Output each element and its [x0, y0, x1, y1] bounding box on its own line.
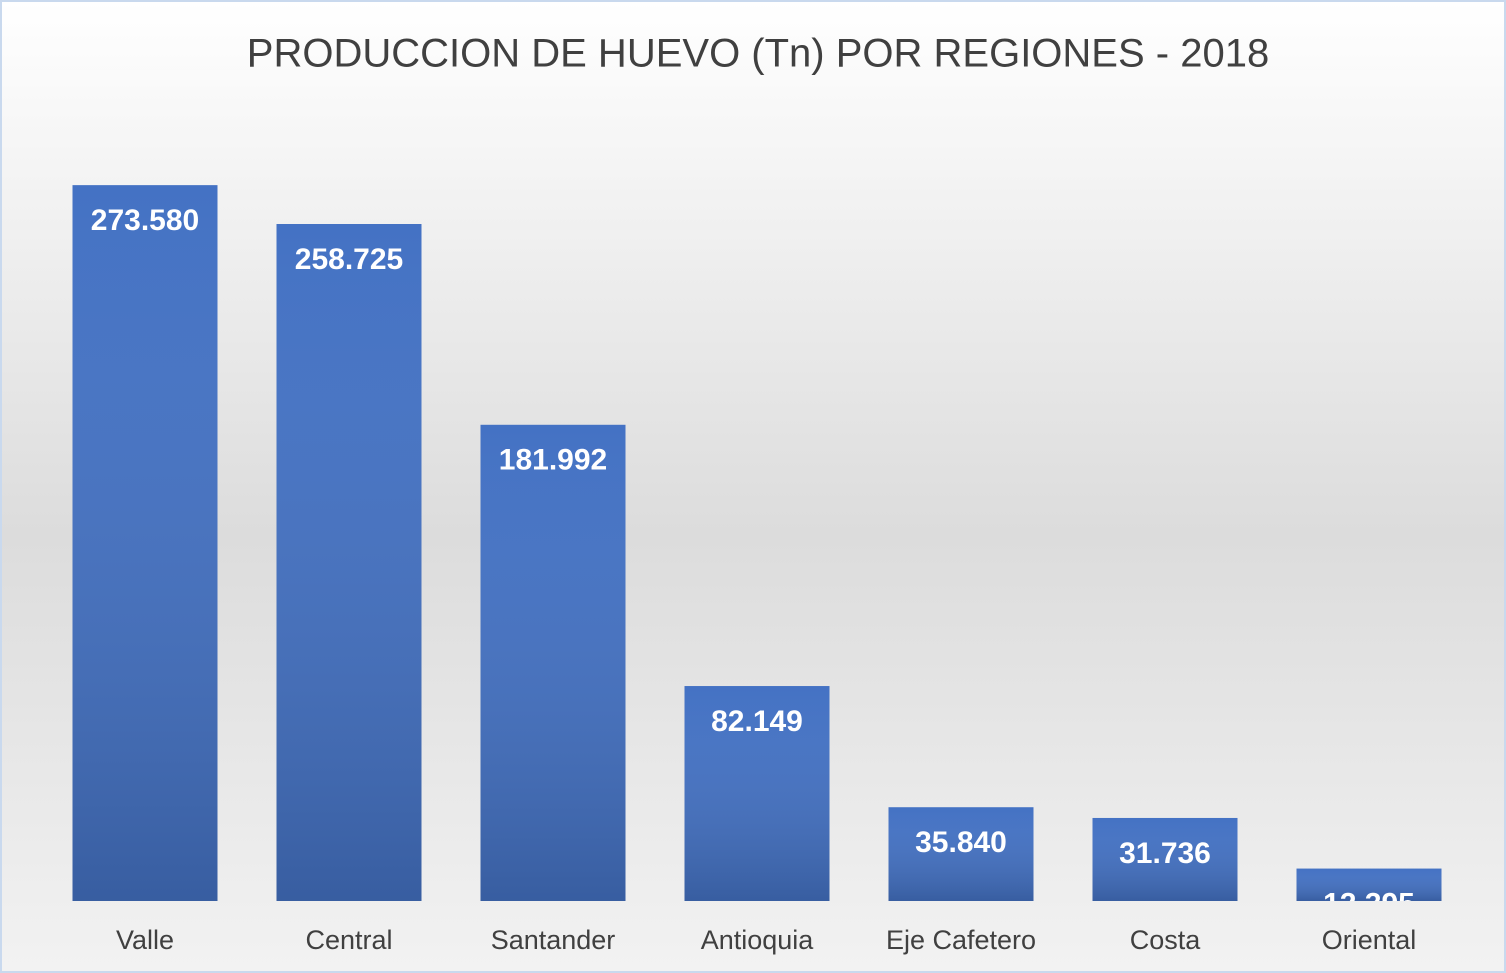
- data-label: 35.840: [915, 826, 1007, 859]
- x-tick-label: Santander: [491, 925, 616, 955]
- x-tick-label: Eje Cafetero: [886, 925, 1036, 955]
- x-tick-label: Antioquia: [701, 925, 815, 955]
- x-tick-label: Costa: [1130, 925, 1202, 955]
- data-label: 258.725: [295, 243, 403, 276]
- bar: [480, 424, 626, 901]
- x-tick-label: Valle: [116, 925, 174, 955]
- x-tick-label: Oriental: [1322, 925, 1417, 955]
- data-label: 31.736: [1119, 837, 1211, 870]
- x-tick-label: Central: [305, 925, 392, 955]
- data-label: 181.992: [499, 444, 607, 477]
- data-label: 82.149: [711, 705, 803, 738]
- bar: [72, 185, 218, 902]
- data-label: 12.395: [1323, 887, 1415, 920]
- bar: [276, 224, 422, 901]
- data-label: 273.580: [91, 204, 199, 237]
- chart-title: PRODUCCION DE HUEVO (Tn) POR REGIONES - …: [247, 32, 1269, 76]
